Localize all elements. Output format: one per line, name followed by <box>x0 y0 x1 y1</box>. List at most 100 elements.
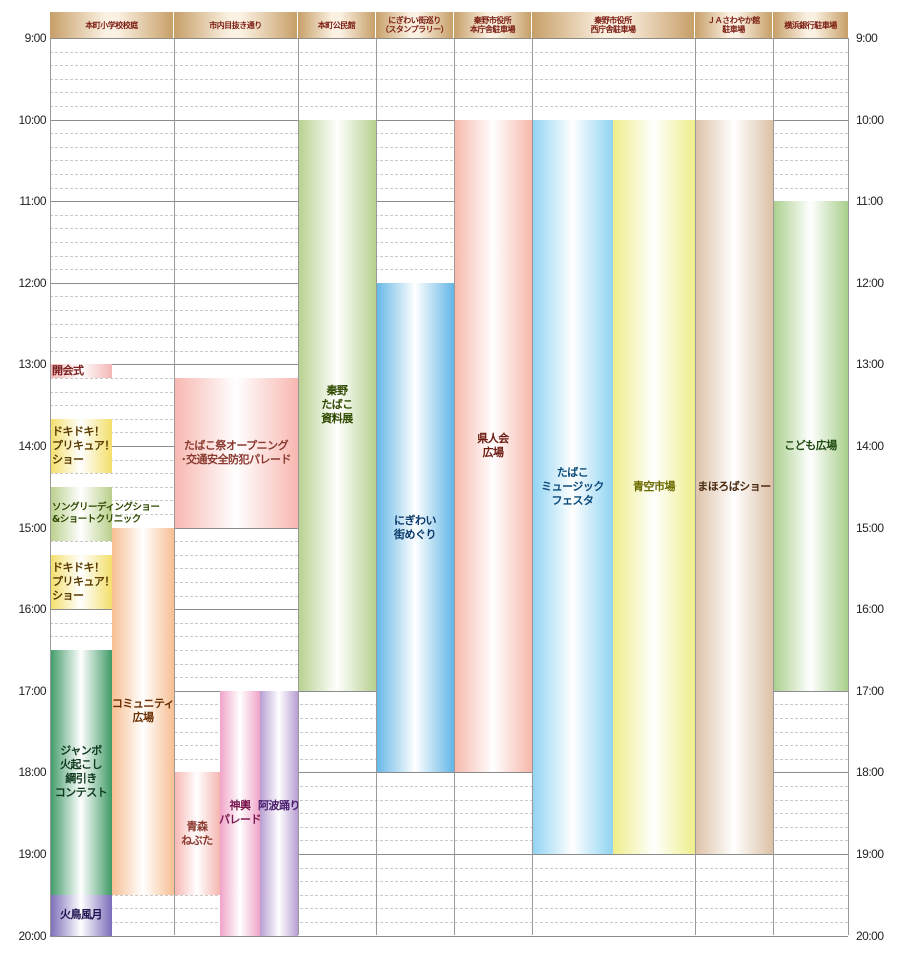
event-label: 青森 ねぶた <box>181 820 213 848</box>
time-label: 11:00 <box>19 194 46 209</box>
event-label: 火鳥風月 <box>60 908 103 922</box>
ten-minute-line <box>50 867 848 869</box>
event-community[interactable]: コミュニティ 広場 <box>111 527 175 895</box>
event-kaikaishiki[interactable]: 開会式 <box>50 364 112 378</box>
ten-minute-line <box>50 242 848 243</box>
event-song[interactable]: ソングリーディングショー &ショートクリニック <box>50 486 160 542</box>
event-label-line: ･交通安全防犯パレード <box>181 452 292 466</box>
event-label-line: ショー <box>52 588 84 602</box>
column-header-city-hall-main: 秦野市役所 本庁舎駐車場 <box>454 12 531 38</box>
time-label: 14:00 <box>856 439 884 453</box>
event-precure1[interactable]: ドキドキ！ プリキュア！ ショー <box>50 418 115 474</box>
event-label-line: 広場 <box>132 711 155 725</box>
event-label: たばこ祭オープニング ･交通安全防犯パレード <box>181 438 292 467</box>
event-nigiwai[interactable]: にぎわい 街めぐり <box>376 282 454 773</box>
hour-line <box>50 119 848 121</box>
event-label-line: たばこ祭オープニング <box>183 438 289 452</box>
event-label: コミュニティ 広場 <box>111 697 175 725</box>
time-label: 11:00 <box>856 194 883 209</box>
event-jumbo[interactable]: ジャンボ 火起こし 綱引き コンテスト <box>50 650 112 895</box>
event-label-line: 綱引き <box>65 772 97 786</box>
event-label-line: プリキュア！ <box>52 438 115 452</box>
event-label-line: ジャンボ <box>60 744 102 758</box>
event-label: こども広場 <box>784 439 837 453</box>
event-label-line: 資料展 <box>321 412 353 426</box>
event-label-line: 秦野 <box>326 384 348 398</box>
time-label: 9:00 <box>856 31 878 45</box>
time-label: 16:00 <box>856 602 884 617</box>
ten-minute-line <box>50 269 848 271</box>
column-header-main-street: 市内目抜き通り <box>174 12 297 38</box>
event-kachou[interactable]: 火鳥風月 <box>50 894 112 936</box>
time-label: 17:00 <box>856 683 884 698</box>
ten-minute-line <box>50 255 848 257</box>
ten-minute-line <box>50 146 848 148</box>
hour-line <box>50 854 848 855</box>
event-label-line: 神輿 <box>229 798 252 812</box>
event-label-line: 青森 <box>186 819 208 833</box>
event-label: まほろばショー <box>697 480 771 494</box>
event-awa[interactable]: 阿波踊り <box>258 690 301 936</box>
event-label-line: パレード <box>219 812 262 826</box>
ten-minute-line <box>50 214 848 216</box>
ten-minute-line <box>50 187 848 189</box>
ten-minute-line <box>50 51 848 53</box>
event-shiryou[interactable]: 秦野 たばこ 資料展 <box>298 119 376 691</box>
event-aozora[interactable]: 青空市場 <box>613 119 695 854</box>
column-divider <box>50 38 51 935</box>
column-header-nigiwai: にぎわい街巡り （スタンプラリー） <box>376 12 453 38</box>
hour-line <box>50 38 848 39</box>
ten-minute-line <box>50 922 848 923</box>
event-label: 県人会 広場 <box>477 432 509 460</box>
time-label: 15:00 <box>18 520 46 535</box>
ten-minute-line <box>50 881 848 883</box>
event-aomori[interactable]: 青森 ねぶた <box>174 772 220 895</box>
event-label: 青空市場 <box>633 480 676 494</box>
event-label-line: たばこ <box>556 465 589 479</box>
event-mahoroba[interactable]: まほろばショー <box>695 119 773 854</box>
time-label: 10:00 <box>856 112 884 127</box>
event-kodomo[interactable]: こども広場 <box>773 201 848 691</box>
column-divider <box>454 38 455 935</box>
event-label-line: 街めぐり <box>394 527 437 541</box>
time-label: 16:00 <box>18 602 46 617</box>
ten-minute-line <box>50 840 848 842</box>
event-precure2[interactable]: ドキドキ！ プリキュア！ ショー <box>50 554 115 610</box>
time-label: 13:00 <box>856 357 884 372</box>
event-label-line: 開会式 <box>52 364 84 378</box>
event-label: ジャンボ 火起こし 綱引き コンテスト <box>55 744 108 800</box>
event-label-line: コンテスト <box>54 786 108 800</box>
ten-minute-line <box>50 133 848 135</box>
event-label-line: ねぶた <box>181 833 213 847</box>
event-label: ドキドキ！ プリキュア！ ショー <box>52 425 115 467</box>
time-label: 12:00 <box>856 275 884 290</box>
column-header-ja: ＪＡさわやか館 駐車場 <box>695 12 772 38</box>
event-music[interactable]: たばこ ミュージック フェスタ <box>532 119 613 854</box>
event-label: 神輿 パレード <box>219 798 262 827</box>
time-label: 12:00 <box>18 275 46 290</box>
column-divider <box>848 38 849 935</box>
event-kenjinkai[interactable]: 県人会 広場 <box>454 119 532 773</box>
event-label-line: コミュニティ <box>111 697 175 711</box>
ten-minute-line <box>50 160 848 162</box>
ten-minute-line <box>50 78 848 80</box>
ten-minute-line <box>50 826 848 828</box>
event-label-line: 火鳥風月 <box>60 908 103 922</box>
event-label: 阿波踊り <box>258 799 301 813</box>
ten-minute-line <box>50 228 848 230</box>
ten-minute-line <box>50 813 848 815</box>
hour-line <box>50 201 848 203</box>
ten-minute-line <box>50 786 848 787</box>
event-label-line: ミュージック <box>541 479 604 493</box>
event-label-line: プリキュア！ <box>52 574 115 588</box>
hour-line <box>50 935 848 937</box>
column-header-kominkan: 本町公民館 <box>298 12 375 38</box>
event-label-line: 県人会 <box>477 431 509 445</box>
time-label: 20:00 <box>856 928 884 943</box>
schedule-grid: 本町小学校校庭 市内目抜き通り 本町公民館 にぎわい街巡り （スタンプラリー） 秦… <box>50 12 849 937</box>
column-divider <box>298 38 299 935</box>
event-mikoshi[interactable]: 神輿 パレード <box>219 690 262 936</box>
event-opening[interactable]: たばこ祭オープニング ･交通安全防犯パレード <box>174 378 298 528</box>
time-label: 20:00 <box>18 928 46 943</box>
ten-minute-line <box>50 92 848 94</box>
